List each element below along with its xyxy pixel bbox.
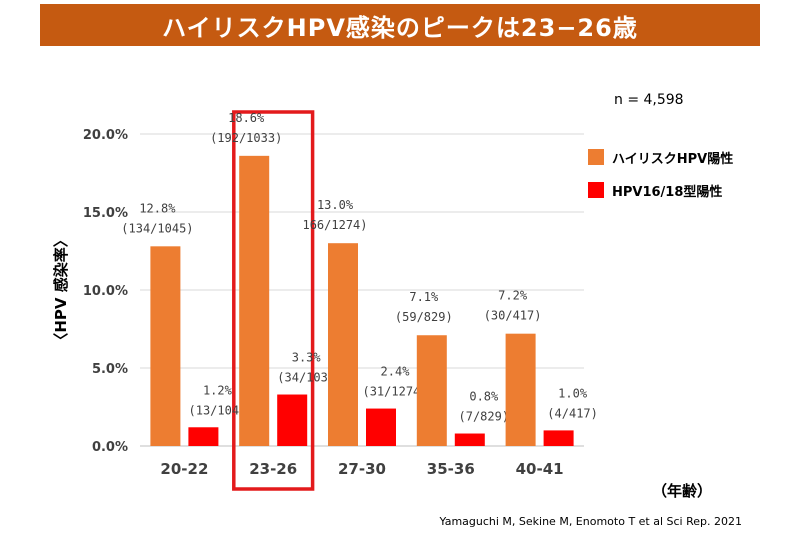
data-label-hpv16-18-count: (34/1033 xyxy=(277,371,335,385)
data-label-hpv16-18-count: (13/1045 xyxy=(189,403,247,417)
y-axis-label: 〈HPV 感染率〉 xyxy=(52,232,70,347)
bar-hpv16-18 xyxy=(366,408,396,446)
legend-label: HPV16/18型陽性 xyxy=(612,184,722,200)
bar-high-risk xyxy=(150,246,181,446)
data-label-high-risk-pct: 7.1% xyxy=(409,290,439,304)
data-label-high-risk-pct: 18.6% xyxy=(228,111,265,125)
data-label-hpv16-18-pct: 1.2% xyxy=(203,383,233,397)
source-citation: Yamaguchi M, Sekine M, Enomoto T et al S… xyxy=(439,515,743,528)
page-title: ハイリスクHPV感染のピークは23−26歳 xyxy=(162,13,638,42)
bar-high-risk xyxy=(505,333,536,446)
x-tick-label: 27-30 xyxy=(338,460,386,478)
data-label-hpv16-18-count: (31/1274) xyxy=(362,385,427,399)
legend-swatch xyxy=(588,149,604,165)
bar-hpv16-18 xyxy=(277,394,308,446)
x-tick-label: 20-22 xyxy=(160,460,208,478)
x-axis-label: （年齢） xyxy=(652,482,712,500)
data-label-hpv16-18-count: (7/829) xyxy=(459,410,510,424)
bar-high-risk xyxy=(328,243,358,446)
bar-hpv16-18 xyxy=(543,430,574,446)
bar-hpv16-18 xyxy=(188,427,219,446)
data-label-hpv16-18-pct: 3.3% xyxy=(292,351,322,365)
data-label-high-risk-count: (192/1033) xyxy=(210,131,282,145)
y-tick-label: 0.0% xyxy=(92,440,128,455)
data-label-high-risk-pct: 13.0% xyxy=(317,198,354,212)
y-tick-label: 5.0% xyxy=(92,362,128,377)
bar-high-risk xyxy=(239,155,270,446)
highlight-box xyxy=(232,110,315,491)
data-label-hpv16-18-pct: 2.4% xyxy=(381,365,411,379)
y-tick-label: 15.0% xyxy=(83,206,128,221)
legend-label: ハイリスクHPV陽性 xyxy=(612,151,733,167)
data-label-high-risk-count: (59/829) xyxy=(395,310,453,324)
data-label-high-risk-pct: 12.8% xyxy=(139,201,176,215)
bar-hpv16-18 xyxy=(454,433,485,446)
data-label-high-risk-count: (30/417) xyxy=(484,309,542,323)
x-tick-label: 23-26 xyxy=(249,460,297,478)
data-label-hpv16-18-pct: 0.8% xyxy=(469,390,499,404)
bar-high-risk xyxy=(416,335,447,446)
x-tick-label: 40-41 xyxy=(516,460,564,478)
data-label-high-risk-count: (134/1045) xyxy=(121,221,193,235)
data-label-hpv16-18-pct: 1.0% xyxy=(558,386,588,400)
data-label-high-risk-count: 166/1274) xyxy=(302,218,367,232)
y-tick-label: 20.0% xyxy=(83,128,128,143)
y-tick-label: 10.0% xyxy=(83,284,128,299)
data-label-hpv16-18-count: (4/417) xyxy=(547,406,598,420)
x-tick-label: 35-36 xyxy=(427,460,475,478)
title-banner: ハイリスクHPV感染のピークは23−26歳 xyxy=(40,4,760,46)
sample-size: n = 4,598 xyxy=(614,92,684,108)
data-label-high-risk-pct: 7.2% xyxy=(498,289,528,303)
legend-swatch xyxy=(588,182,604,198)
